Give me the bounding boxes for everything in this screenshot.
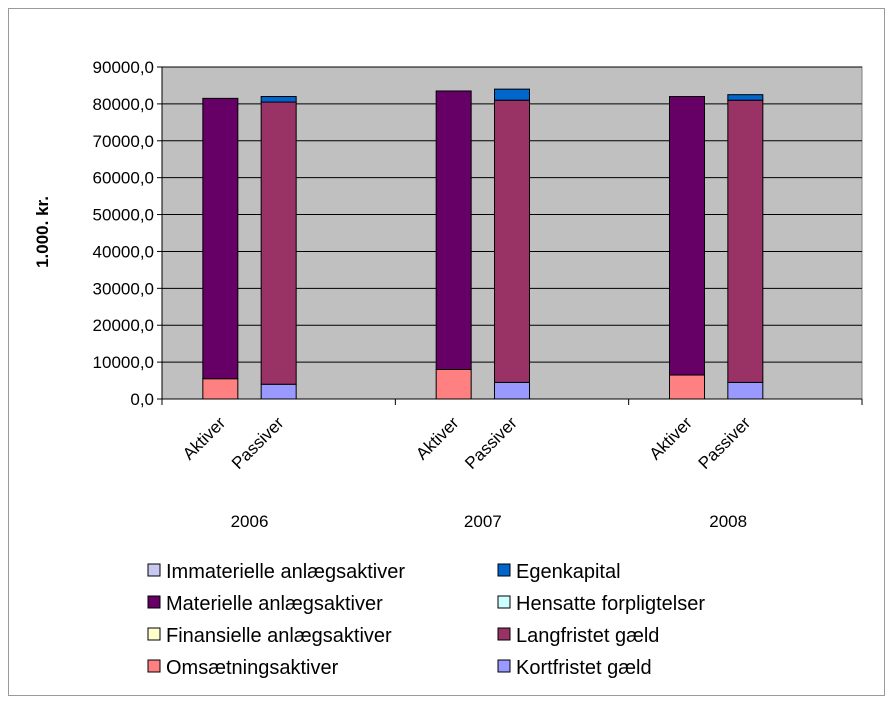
legend-item: Omsætningsaktiver	[147, 657, 339, 679]
y-tick-label: 90000,0	[93, 58, 154, 77]
y-tick-label: 40000,0	[93, 242, 154, 261]
legend-swatch	[497, 627, 511, 641]
bars	[202, 88, 764, 400]
legend-item: Finansielle anlægsaktiver	[147, 625, 392, 647]
x-category-label: Passiver	[228, 413, 288, 473]
legend-label: Omsætningsaktiver	[166, 657, 339, 679]
legend-label: Kortfristet gæld	[516, 657, 652, 679]
bar-segment	[435, 368, 472, 400]
legend-item: Langfristet gæld	[497, 625, 659, 647]
legend-swatch	[497, 595, 511, 609]
x-group-label: 2008	[709, 512, 747, 531]
legend-swatch	[147, 595, 161, 609]
bar-segment	[727, 99, 764, 383]
y-tick-label: 50000,0	[93, 206, 154, 225]
x-category-label: Aktiver	[412, 413, 462, 463]
bar-segment	[202, 378, 239, 400]
legend-item: Hensatte forpligtelser	[497, 593, 705, 615]
legend-swatch	[497, 563, 511, 577]
x-category-label: Aktiver	[179, 413, 229, 463]
legend-label: Egenkapital	[516, 561, 621, 583]
bar-segment	[727, 94, 764, 101]
x-category-label: Passiver	[695, 413, 755, 473]
legend-label: Hensatte forpligtelser	[516, 593, 705, 615]
legend-label: Finansielle anlægsaktiver	[166, 625, 392, 647]
bar-segment	[435, 90, 472, 370]
bar-segment	[494, 88, 530, 101]
bar-segment	[669, 96, 705, 376]
bar-segment	[202, 97, 239, 380]
legend: Immaterielle anlægsaktiver Egenkapital Mat…	[147, 561, 705, 679]
y-axis-title: 1.000. kr.	[33, 196, 52, 268]
bar-segment	[494, 381, 530, 400]
legend-swatch	[147, 627, 161, 641]
y-axis: 0,0 10000,0 20000,0 30000,0 40000,0 50000,0 60…	[93, 58, 863, 409]
y-tick-label: 10000,0	[93, 353, 154, 372]
bar-segment	[260, 96, 297, 103]
y-tick-label: 70000,0	[93, 132, 154, 151]
bar-segment	[669, 374, 705, 400]
legend-swatch	[147, 659, 161, 673]
x-group-label: 2007	[464, 512, 502, 531]
y-tick-label: 60000,0	[93, 169, 154, 188]
y-tick-label: 0,0	[130, 390, 154, 409]
legend-swatch	[497, 659, 511, 673]
bar-segment	[260, 101, 297, 385]
bar-segment	[260, 383, 297, 400]
y-tick-label: 20000,0	[93, 316, 154, 335]
legend-item: Materielle anlægsaktiver	[147, 593, 383, 615]
legend-item: Egenkapital	[497, 561, 621, 583]
legend-label: Langfristet gæld	[516, 625, 659, 647]
x-category-label: Passiver	[461, 413, 521, 473]
legend-label: Immaterielle anlægsaktiver	[166, 561, 405, 583]
bar-segment	[494, 99, 530, 383]
legend-swatch	[147, 563, 161, 577]
y-tick-label: 30000,0	[93, 279, 154, 298]
x-category-label: Aktiver	[646, 413, 696, 463]
legend-item: Immaterielle anlægsaktiver	[147, 561, 405, 583]
bar-segment	[727, 381, 764, 400]
legend-label: Materielle anlægsaktiver	[166, 593, 383, 615]
x-group-label: 2006	[231, 512, 269, 531]
y-tick-label: 80000,0	[93, 95, 154, 114]
legend-item: Kortfristet gæld	[497, 657, 652, 679]
